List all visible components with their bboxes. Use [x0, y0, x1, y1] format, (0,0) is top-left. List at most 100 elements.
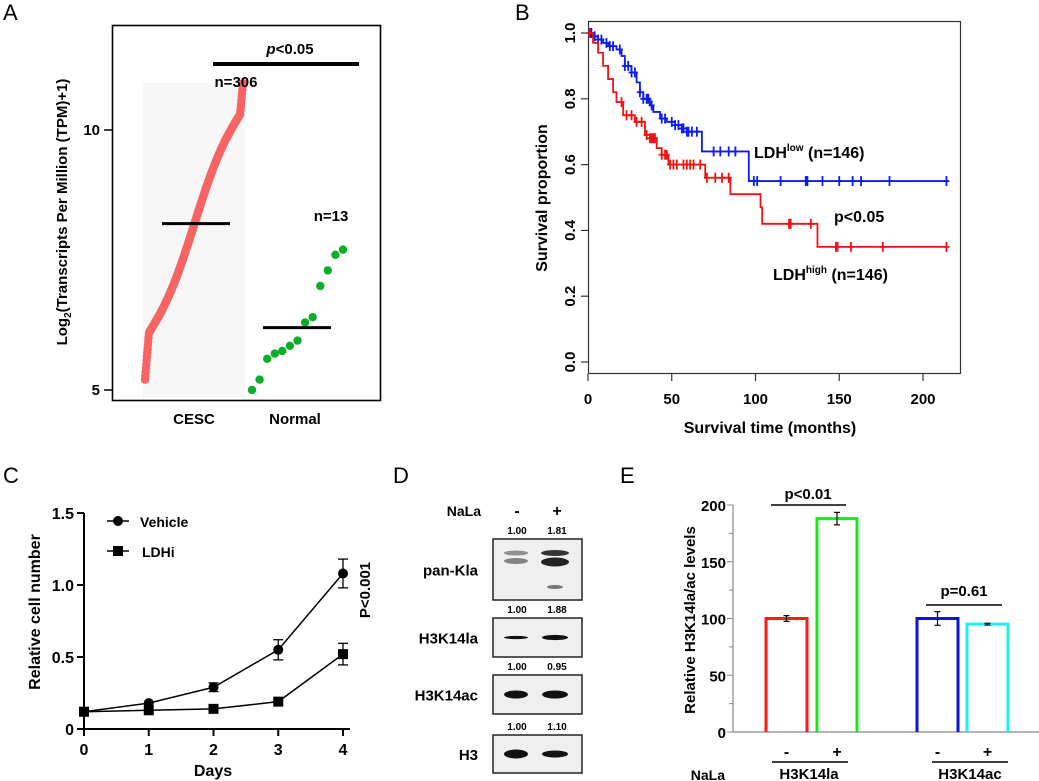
- y-tick-label-b: 0.8: [562, 88, 579, 109]
- group-label: H3K14la: [779, 766, 839, 781]
- bar-h3k14la-plus: [815, 517, 859, 732]
- blot-quant-plus: 0.95: [547, 662, 567, 673]
- band: [541, 550, 569, 556]
- legend-marker-ldhi: [113, 546, 123, 556]
- x-label-cesc: CESC: [173, 411, 215, 428]
- marker-ldhi: [79, 706, 89, 717]
- y-tick-label-e: 150: [701, 555, 726, 572]
- point-normal: [255, 375, 264, 384]
- x-label-normal: Normal: [269, 411, 321, 428]
- pvalue-b: p<0.05: [834, 209, 884, 226]
- x-tick-label-b: 150: [827, 391, 852, 408]
- y-axis-label-a: Log2(Transcripts Per Million (TPM)+1): [54, 79, 74, 346]
- y-tick-label-c: 0: [65, 722, 74, 739]
- panel-b-survival: 0 50 100 150 200 0.0 0.2 0.4 0.6 0.8 1.0 LDHlow (n…: [534, 20, 962, 437]
- blot-label: H3K14la: [419, 631, 479, 648]
- blot-plus: +: [552, 503, 561, 520]
- marker-vehicle: [273, 644, 284, 655]
- y-tick-label-e: 200: [701, 498, 726, 515]
- x-tick-label-b: 200: [910, 391, 935, 408]
- group-label: H3K14ac: [938, 766, 1001, 781]
- marker-ldhi: [143, 705, 154, 716]
- x-tick-label-c: 1: [144, 742, 153, 759]
- y-tick-label-c: 1.5: [52, 506, 74, 523]
- legend-label-vehicle: Vehicle: [140, 514, 188, 530]
- e-treatment-label: NaLa: [691, 767, 725, 781]
- band: [504, 558, 528, 564]
- y-axis-label-b: Survival proportion: [534, 124, 551, 272]
- legend-label-ldhi: LDHi: [142, 544, 175, 560]
- point-normal: [293, 336, 302, 345]
- n-label-normal: n=13: [314, 208, 349, 225]
- marker-vehicle: [208, 682, 219, 693]
- blot-minus: -: [514, 503, 519, 520]
- blot-image: [492, 538, 583, 601]
- band: [504, 550, 528, 556]
- point-normal: [270, 349, 279, 358]
- y-tick-label-b: 1.0: [562, 23, 579, 44]
- point-normal: [338, 245, 348, 254]
- band: [547, 585, 563, 589]
- blot-row: 1.00 1.10 H3: [459, 722, 583, 774]
- blot-row: 1.00 1.81 pan-Kla: [423, 526, 583, 601]
- legend-c: Vehicle LDHi: [107, 514, 188, 560]
- x-tick-label-c: 2: [209, 742, 218, 759]
- point-normal: [263, 354, 272, 363]
- blot-quant-minus: 1.00: [507, 662, 527, 673]
- x-tick-label-b: 50: [663, 391, 680, 408]
- y-tick-label-a: 10: [83, 122, 100, 139]
- blot-quant-minus: 1.00: [507, 605, 527, 616]
- y-tick-label-c: 1.0: [52, 578, 74, 595]
- band-plus: [542, 750, 568, 758]
- y-tick-label-b: 0.4: [562, 219, 579, 241]
- blot-label: pan-Kla: [423, 563, 479, 580]
- band: [541, 557, 569, 567]
- blot-quant-plus: 1.10: [547, 722, 567, 733]
- band-plus: [542, 634, 568, 641]
- panel-e-bar: 0 50 100 150 200 - + - + H3K14la H3K14ac p<0.01 p=0…: [682, 486, 1039, 781]
- blot-quant-plus: 1.88: [547, 605, 567, 616]
- band-plus: [542, 690, 568, 699]
- point-normal: [247, 385, 257, 395]
- panel-a-frame: [111, 24, 382, 402]
- significance-label-e: p=0.61: [940, 583, 987, 600]
- point-normal: [278, 346, 287, 356]
- point-normal: [300, 318, 310, 327]
- blot-row: 1.00 0.95 H3K14ac: [415, 662, 583, 715]
- band-minus: [504, 749, 528, 759]
- point-normal: [308, 313, 317, 322]
- x-tick-label-c: 0: [80, 742, 89, 759]
- significance-label-a: p<0.05: [265, 41, 313, 58]
- legend-ldh-low: LDHlow (n=146): [754, 143, 864, 162]
- panel-label-c: C: [3, 463, 19, 488]
- blot-treatment-label: NaLa: [447, 503, 481, 519]
- pvalue-c: P<0.001: [357, 562, 374, 618]
- y-axis-label-e: Relative H3K14la/ac levels: [682, 526, 699, 714]
- panel-label-b: B: [515, 0, 530, 25]
- blot-row: 1.00 1.88 H3K14la: [419, 605, 583, 658]
- y-tick-label-b: 0.6: [562, 154, 579, 175]
- treatment-sign: -: [784, 744, 789, 761]
- x-tick-label-c: 4: [339, 742, 348, 759]
- legend-marker-vehicle: [113, 516, 123, 526]
- curve-ldh-high: [588, 32, 947, 248]
- blot-quant-minus: 1.00: [507, 722, 527, 733]
- n-label-cesc: n=306: [215, 74, 258, 91]
- marker-ldhi: [338, 649, 348, 660]
- y-axis-label-c: Relative cell number: [27, 534, 44, 690]
- bar-h3k14ac-plus: [965, 622, 1010, 732]
- treatment-sign: +: [832, 744, 841, 761]
- point-normal: [316, 281, 325, 291]
- x-axis-label-b: Survival time (months): [684, 420, 856, 437]
- panel-label-a: A: [3, 0, 18, 25]
- blot-label: H3K14ac: [415, 688, 478, 705]
- marker-vehicle: [338, 568, 348, 579]
- panel-c-growth: 0 0.5 1.0 1.5 0 1 2 3 4 Vehicle LDHi P<0.001 Day…: [27, 506, 374, 780]
- blot-quant-minus: 1.00: [507, 526, 527, 537]
- y-tick-label-a: 5: [92, 382, 100, 399]
- legend-ldh-high: LDHhigh (n=146): [773, 265, 888, 284]
- significance-label-e: p<0.01: [784, 486, 831, 503]
- bar-h3k14la-minus: [764, 617, 809, 732]
